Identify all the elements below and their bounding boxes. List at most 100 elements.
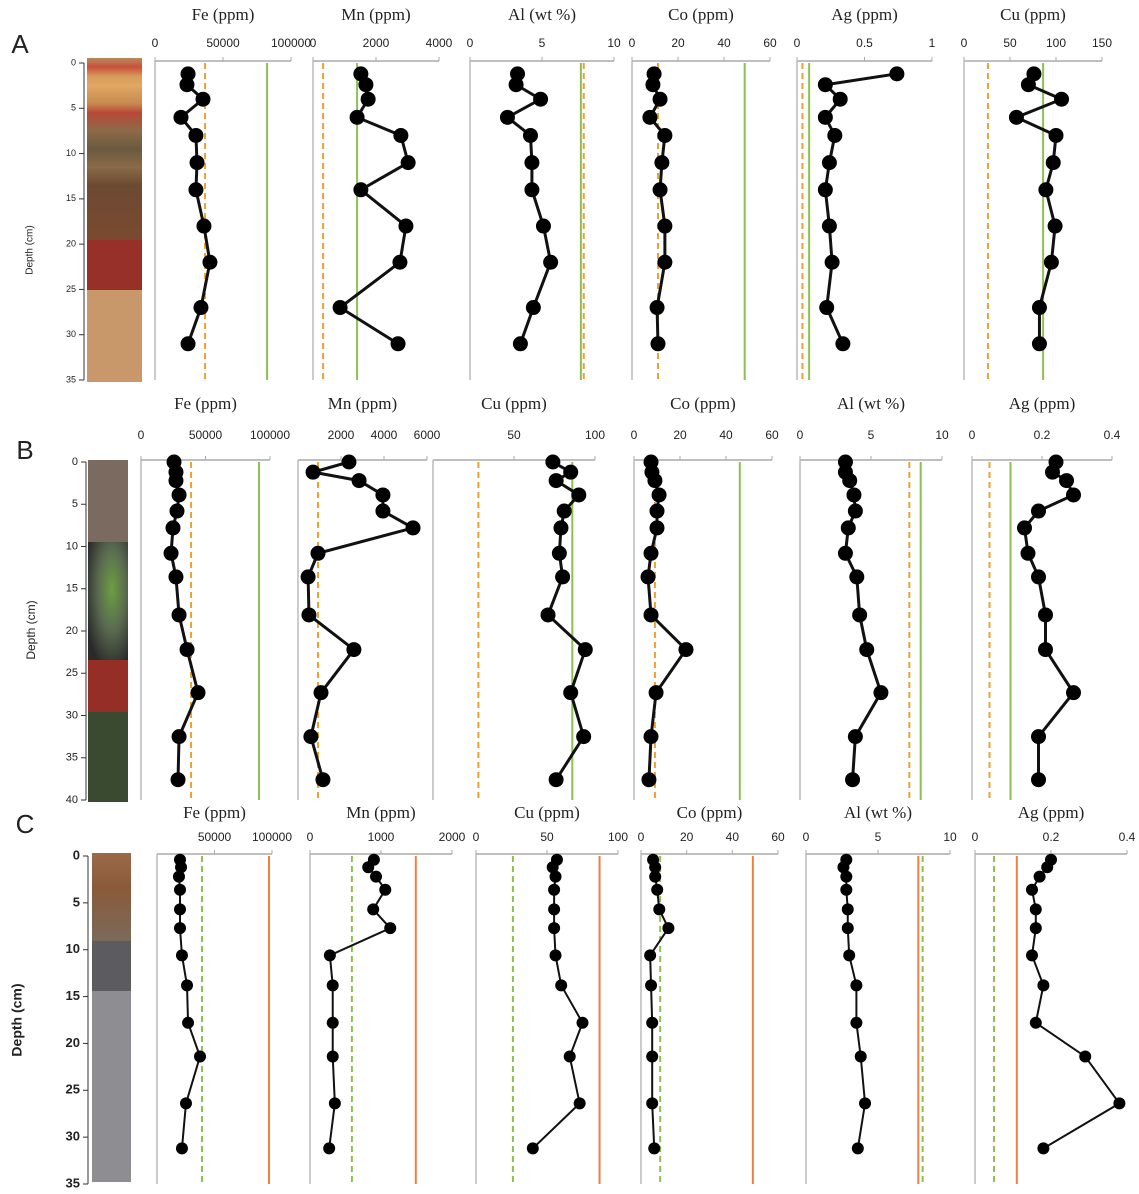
data-point — [1113, 1097, 1125, 1109]
data-point — [822, 155, 837, 170]
data-point — [1054, 92, 1069, 107]
y-tick-label: 0 — [73, 847, 80, 862]
y-tick-label: 35 — [66, 374, 76, 384]
data-point — [176, 1142, 188, 1154]
data-point — [845, 772, 860, 787]
y-tick-label: 30 — [66, 329, 76, 339]
panel-title: Ag (ppm) — [1009, 394, 1076, 413]
data-point — [1037, 979, 1049, 991]
y-tick-label: 0 — [72, 456, 78, 468]
data-point — [825, 255, 840, 270]
x-tick-label: 20 — [680, 830, 694, 844]
data-point — [1049, 128, 1064, 143]
data-point — [842, 903, 854, 915]
data-point — [843, 949, 855, 961]
data-point — [576, 729, 591, 744]
data-point — [827, 128, 842, 143]
data-point — [555, 569, 570, 584]
row-label: C — [16, 809, 35, 839]
data-point — [849, 569, 864, 584]
x-tick-label: 1000 — [368, 830, 395, 844]
data-point — [855, 1051, 867, 1063]
x-tick-label: 100000 — [271, 36, 311, 50]
x-tick-label: 0 — [638, 830, 645, 844]
profile-line — [1032, 860, 1119, 1149]
x-tick-label: 0 — [473, 830, 480, 844]
x-tick-label: 5 — [875, 830, 882, 844]
y-tick-label: 5 — [73, 894, 80, 909]
x-tick-label: 100 — [608, 830, 628, 844]
panel-title: Mn (ppm) — [328, 394, 397, 413]
panel-title: Fe (ppm) — [183, 803, 246, 822]
data-point — [552, 546, 567, 561]
panel-title: Cu (ppm) — [514, 803, 580, 822]
data-point — [850, 979, 862, 991]
data-point — [835, 336, 850, 351]
y-tick-label: 5 — [71, 103, 76, 113]
core-c — [92, 853, 131, 1182]
data-point — [641, 569, 656, 584]
data-point — [333, 300, 348, 315]
data-point — [563, 685, 578, 700]
data-point — [649, 871, 661, 883]
y-axis-label: Depth (cm) — [25, 225, 36, 274]
data-point — [327, 979, 339, 991]
data-point — [1031, 569, 1046, 584]
data-point — [644, 729, 659, 744]
data-point — [346, 642, 361, 657]
row-label: A — [11, 29, 29, 59]
data-point — [650, 520, 665, 535]
panel-title: Co (ppm) — [670, 394, 736, 413]
x-tick-label: 100 — [585, 428, 605, 442]
data-point — [526, 300, 541, 315]
data-point — [1044, 255, 1059, 270]
y-tick-label: 30 — [66, 709, 78, 721]
panel-title: Cu (ppm) — [481, 394, 547, 413]
data-point — [362, 861, 374, 873]
data-point — [641, 772, 656, 787]
data-point — [181, 979, 193, 991]
data-point — [646, 1097, 658, 1109]
data-point — [314, 685, 329, 700]
x-tick-label: 6000 — [414, 428, 441, 442]
data-point — [549, 473, 564, 488]
data-point — [548, 903, 560, 915]
data-point — [848, 504, 863, 519]
data-point — [303, 729, 318, 744]
data-point — [1031, 504, 1046, 519]
data-point — [391, 336, 406, 351]
x-tick-label: 0 — [794, 36, 801, 50]
data-point — [174, 884, 186, 896]
data-point — [315, 772, 330, 787]
y-tick-label: 10 — [66, 148, 76, 158]
data-point — [533, 92, 548, 107]
x-tick-label: 50000 — [198, 830, 232, 844]
data-point — [398, 219, 413, 234]
data-point — [555, 979, 567, 991]
data-point — [563, 465, 578, 480]
data-point — [196, 92, 211, 107]
data-point — [650, 504, 665, 519]
data-point — [190, 155, 205, 170]
data-point — [889, 66, 904, 81]
x-tick-label: 2000 — [328, 428, 355, 442]
data-point — [172, 729, 187, 744]
y-tick-label: 0 — [71, 57, 76, 67]
profile-line — [308, 462, 413, 780]
data-point — [651, 884, 663, 896]
data-point — [1032, 300, 1047, 315]
data-point — [191, 685, 206, 700]
data-point — [818, 77, 833, 92]
data-point — [379, 884, 391, 896]
data-point — [1026, 949, 1038, 961]
panel-title: Co (ppm) — [677, 803, 743, 822]
data-point — [1038, 607, 1053, 622]
data-point — [571, 487, 586, 502]
x-tick-label: 60 — [765, 428, 779, 442]
data-point — [393, 128, 408, 143]
x-tick-label: 50 — [1003, 36, 1017, 50]
data-point — [1031, 772, 1046, 787]
x-tick-label: 10 — [935, 428, 949, 442]
data-point — [1048, 219, 1063, 234]
data-point — [165, 520, 180, 535]
